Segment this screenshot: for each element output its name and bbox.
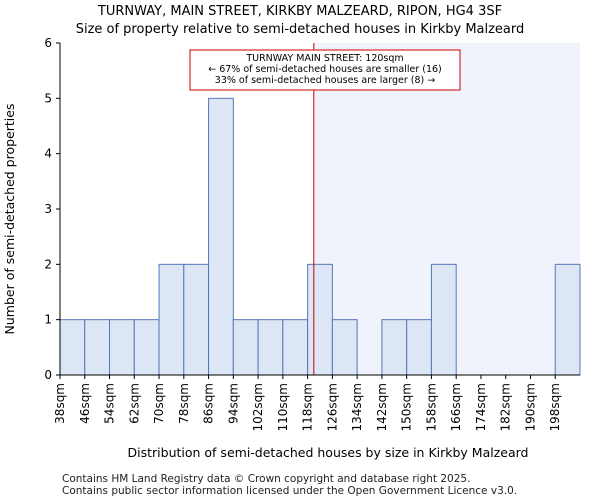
x-tick-label-150sqm: 150sqm (400, 383, 414, 431)
y-tick-label-1: 1 (44, 313, 52, 327)
bar-94sqm (232, 319, 259, 376)
x-tick-label-134sqm: 134sqm (350, 383, 364, 431)
bar-102sqm (257, 319, 284, 376)
bar-70sqm (158, 263, 185, 376)
y-tick-label-2: 2 (44, 257, 52, 271)
bar-38sqm (59, 319, 86, 376)
x-tick-label-46sqm: 46sqm (78, 383, 92, 424)
bar-198sqm (554, 263, 581, 376)
x-tick-label-174sqm: 174sqm (474, 383, 488, 431)
y-tick-label-4: 4 (44, 147, 52, 161)
bar-158sqm (430, 263, 457, 376)
x-tick-label-142sqm: 142sqm (375, 383, 389, 431)
x-tick-label-166sqm: 166sqm (449, 383, 463, 431)
bar-150sqm (406, 319, 432, 376)
annotation-line-1: TURNWAY MAIN STREET: 120sqm (245, 53, 403, 64)
x-tick-label-190sqm: 190sqm (523, 383, 537, 431)
bar-62sqm (133, 319, 160, 376)
x-tick-label-198sqm: 198sqm (548, 383, 562, 431)
y-tick-label-3: 3 (44, 202, 52, 216)
x-tick-label-78sqm: 78sqm (177, 383, 191, 424)
y-tick-label-5: 5 (44, 91, 52, 105)
y-axis-label: Number of semi-detached properties (2, 104, 17, 335)
annotation-box (189, 49, 461, 91)
annotation-line-3: 33% of semi-detached houses are larger (… (215, 75, 435, 86)
x-tick-label-118sqm: 118sqm (301, 383, 315, 431)
footer-line-2: Contains public sector information licen… (62, 485, 518, 497)
bar-110sqm (282, 319, 309, 376)
annotation-line-2: ← 67% of semi-detached houses are smalle… (208, 64, 442, 75)
x-tick-label-102sqm: 102sqm (251, 383, 265, 431)
y-tick-label-0: 0 (44, 368, 52, 382)
x-tick-label-94sqm: 94sqm (226, 383, 240, 424)
x-tick-label-126sqm: 126sqm (325, 383, 339, 431)
bar-86sqm (208, 97, 234, 376)
bar-142sqm (381, 319, 408, 376)
bar-126sqm (331, 319, 358, 376)
x-tick-label-62sqm: 62sqm (127, 383, 141, 424)
x-tick-label-70sqm: 70sqm (152, 383, 166, 424)
chart-title: TURNWAY, MAIN STREET, KIRKBY MALZEARD, R… (97, 4, 503, 19)
x-tick-label-158sqm: 158sqm (424, 383, 438, 431)
bar-54sqm (109, 319, 135, 376)
footer-line-1: Contains HM Land Registry data © Crown c… (62, 473, 471, 485)
y-tick-label-6: 6 (44, 36, 52, 50)
bar-118sqm (307, 263, 333, 376)
x-tick-label-110sqm: 110sqm (276, 383, 290, 431)
x-tick-label-182sqm: 182sqm (499, 383, 513, 431)
chart-subtitle: Size of property relative to semi-detach… (75, 22, 525, 37)
x-tick-label-86sqm: 86sqm (202, 383, 216, 424)
bar-78sqm (183, 263, 210, 376)
x-tick-label-54sqm: 54sqm (103, 383, 117, 424)
x-tick-label-38sqm: 38sqm (53, 383, 67, 424)
x-axis-label: Distribution of semi-detached houses by … (128, 445, 529, 460)
bar-46sqm (84, 319, 111, 376)
